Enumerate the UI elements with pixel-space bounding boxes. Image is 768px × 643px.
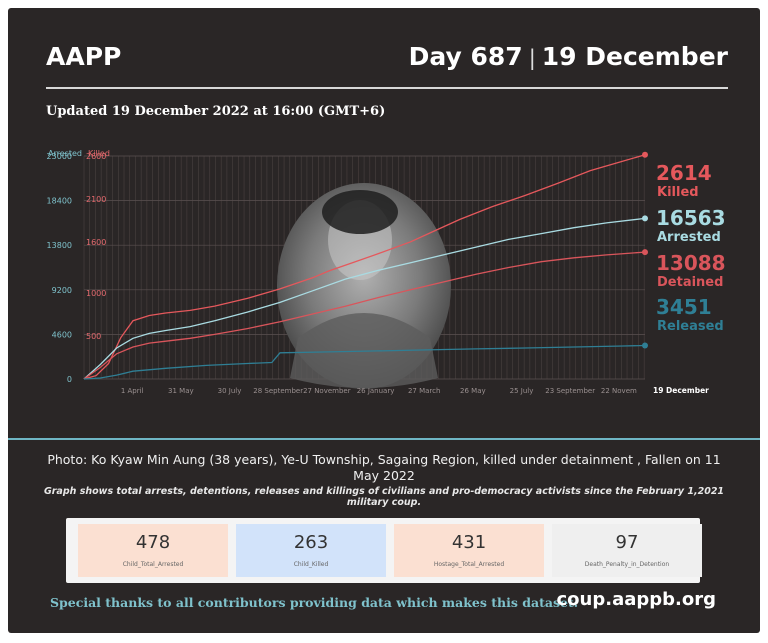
- victim-photo: [277, 183, 451, 389]
- stat-card: 97 Death_Penalty_in_Detention: [552, 524, 702, 577]
- right-tick-label: 1000: [86, 289, 106, 298]
- right-tick-label: 500: [86, 332, 101, 341]
- x-tick-label: 22 Novem: [601, 387, 637, 395]
- left-tick-label: 13800: [47, 241, 72, 250]
- cumulative-chart: Arrested Killed 23000 18400 13800 9200 4600 0 26…: [47, 149, 726, 395]
- killed-series-line: [83, 154, 646, 380]
- arrested-end-point: [642, 215, 648, 222]
- released-end-value: 3451: [656, 295, 712, 319]
- killed-end-value: 2614: [656, 161, 712, 185]
- chart-series: [83, 151, 648, 380]
- left-tick-label: 18400: [47, 197, 72, 206]
- stat-label: Child_Total_Arrested: [122, 561, 184, 568]
- site-url[interactable]: coup.aappb.org: [556, 589, 717, 610]
- header-rule: [46, 87, 728, 89]
- right-tick-label: 2100: [86, 195, 106, 204]
- stat-label: Death_Penalty_in_Detention: [584, 561, 670, 568]
- released-end-point: [642, 342, 648, 349]
- updated-timestamp: Updated 19 December 2022 at 16:00 (GMT+6…: [46, 104, 386, 119]
- photo-caption: Photo: Ko Kyaw Min Aung (38 years), Ye-U…: [47, 452, 721, 483]
- x-tick-label: 23 September: [545, 387, 595, 395]
- x-tick-label: 31 May: [168, 387, 194, 395]
- divider-bar: |: [528, 46, 536, 70]
- x-tick-label: 27 November: [303, 387, 351, 395]
- right-tick-label: 1600: [86, 238, 106, 247]
- stat-label: Hostage_Total_Arrested: [433, 561, 505, 568]
- infographic-card: AAPP Day 687 | 19 December Updated 19 Dece…: [8, 8, 760, 633]
- stat-value: 431: [451, 532, 487, 553]
- left-tick-label: 0: [67, 375, 72, 384]
- day-count: Day 687: [408, 42, 523, 71]
- graph-note: Graph shows total arrests, detentions, r…: [43, 486, 725, 508]
- stat-value: 97: [615, 532, 639, 553]
- section-divider: [8, 438, 760, 440]
- brand-title: AAPP: [46, 42, 122, 71]
- x-tick-label: 25 July: [510, 387, 534, 395]
- killed-end-point: [642, 151, 648, 158]
- left-tick-label: 4600: [52, 330, 72, 339]
- stat-label: Child_Killed: [293, 561, 329, 568]
- stat-card: 431 Hostage_Total_Arrested: [394, 524, 544, 577]
- detained-end-value: 13088: [656, 251, 726, 275]
- killed-end-label: Killed: [657, 185, 699, 200]
- x-tick-label: 30 July: [218, 387, 242, 395]
- stat-card: 263 Child_Killed: [236, 524, 386, 577]
- arrested-end-label: Arrested: [657, 230, 721, 245]
- left-tick-label: 23000: [47, 152, 72, 161]
- arrested-end-value: 16563: [656, 206, 726, 230]
- chart-axes: Arrested Killed 23000 18400 13800 9200 4600 0 26…: [47, 149, 710, 395]
- x-tick-label: 27 March: [408, 387, 440, 395]
- detained-end-point: [642, 249, 648, 256]
- stats-panel: 478 Child_Total_Arrested 263 Child_Kille…: [66, 518, 702, 583]
- left-axis-title: Arrested: [48, 149, 82, 158]
- released-end-label: Released: [657, 319, 724, 334]
- day-header: Day 687 | 19 December: [409, 42, 728, 71]
- right-axis-title: Killed: [88, 149, 110, 158]
- x-tick-label: 26 May: [460, 387, 486, 395]
- photo-hair-shape: [322, 190, 398, 234]
- right-tick-label: 2600: [86, 152, 106, 161]
- photo-shoulders-shape: [290, 313, 438, 388]
- x-tick-label: 19 December: [653, 386, 709, 395]
- stat-value: 478: [135, 532, 171, 553]
- released-series-line: [83, 344, 646, 380]
- x-tick-label: 26 January: [357, 387, 395, 395]
- x-tick-label: 28 September: [253, 387, 303, 395]
- detained-series-line: [83, 251, 646, 380]
- left-tick-label: 9200: [52, 286, 72, 295]
- arrested-series-line: [83, 217, 646, 380]
- header-date: 19 December: [541, 42, 728, 71]
- detained-end-label: Detained: [657, 275, 723, 290]
- stat-card: 478 Child_Total_Arrested: [78, 524, 228, 577]
- thanks-note: Special thanks to all contributors provi…: [50, 595, 579, 610]
- x-tick-label: 1 April: [121, 387, 144, 395]
- stat-value: 263: [293, 532, 329, 553]
